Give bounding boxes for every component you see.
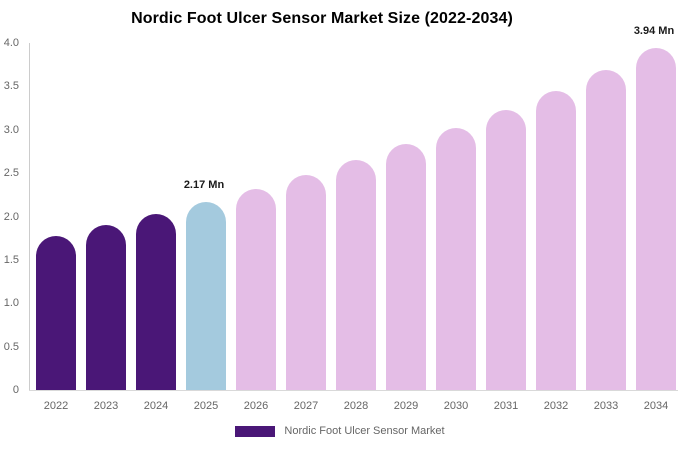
x-tick-label-2022: 2022	[43, 400, 69, 412]
y-tick-label-1.0: 1.0	[3, 297, 19, 310]
bar-2029	[386, 144, 426, 390]
x-tick-label-2029: 2029	[393, 400, 419, 412]
bar-2026	[236, 188, 276, 390]
y-tick-label-4.0: 4.0	[3, 37, 19, 49]
bar-2033	[586, 69, 626, 390]
legend-swatch	[235, 425, 276, 437]
x-tick-label-2034: 2034	[643, 400, 669, 412]
x-tick-label-2028: 2028	[343, 400, 369, 412]
y-tick-label-3.5: 3.5	[3, 80, 19, 93]
bar-2030	[436, 128, 476, 390]
bar-2032	[536, 90, 576, 390]
y-tick-label-1.5: 1.5	[3, 253, 19, 266]
y-tick-label-3.0: 3.0	[3, 123, 19, 136]
y-tick-label-2.5: 2.5	[3, 167, 19, 180]
x-tick-label-2027: 2027	[293, 400, 319, 412]
chart-title: Nordic Foot Ulcer Sensor Market Size (20…	[131, 10, 513, 27]
y-tick-label-2.0: 2.0	[3, 210, 19, 223]
bar-2031	[486, 109, 526, 390]
bar-2023	[86, 225, 126, 390]
data-label-2034: 3.94 Mn	[633, 25, 675, 38]
x-tick-label-2032: 2032	[543, 400, 569, 412]
y-tick-label-0: 0	[12, 384, 19, 396]
data-label-2025: 2.17 Mn	[183, 178, 225, 191]
x-tick-label-2026: 2026	[243, 400, 269, 412]
x-tick-label-2031: 2031	[493, 400, 519, 412]
bar-2028	[336, 160, 376, 390]
bar-2027	[286, 174, 326, 390]
y-tick-label-0.5: 0.5	[3, 340, 19, 353]
x-tick-label-2024: 2024	[143, 400, 169, 412]
chart-legend: Nordic Foot Ulcer Sensor Market	[0, 425, 680, 437]
legend-label: Nordic Foot Ulcer Sensor Market	[284, 425, 445, 437]
bar-2025	[186, 201, 226, 390]
bar-2034	[636, 48, 676, 390]
bar-2022	[36, 235, 76, 390]
x-tick-label-2023: 2023	[93, 400, 119, 412]
x-axis-line	[29, 390, 678, 391]
bar-2024	[136, 213, 176, 390]
x-tick-label-2033: 2033	[593, 400, 619, 412]
y-axis-line	[29, 43, 30, 390]
x-tick-label-2030: 2030	[443, 400, 469, 412]
x-tick-label-2025: 2025	[193, 400, 219, 412]
